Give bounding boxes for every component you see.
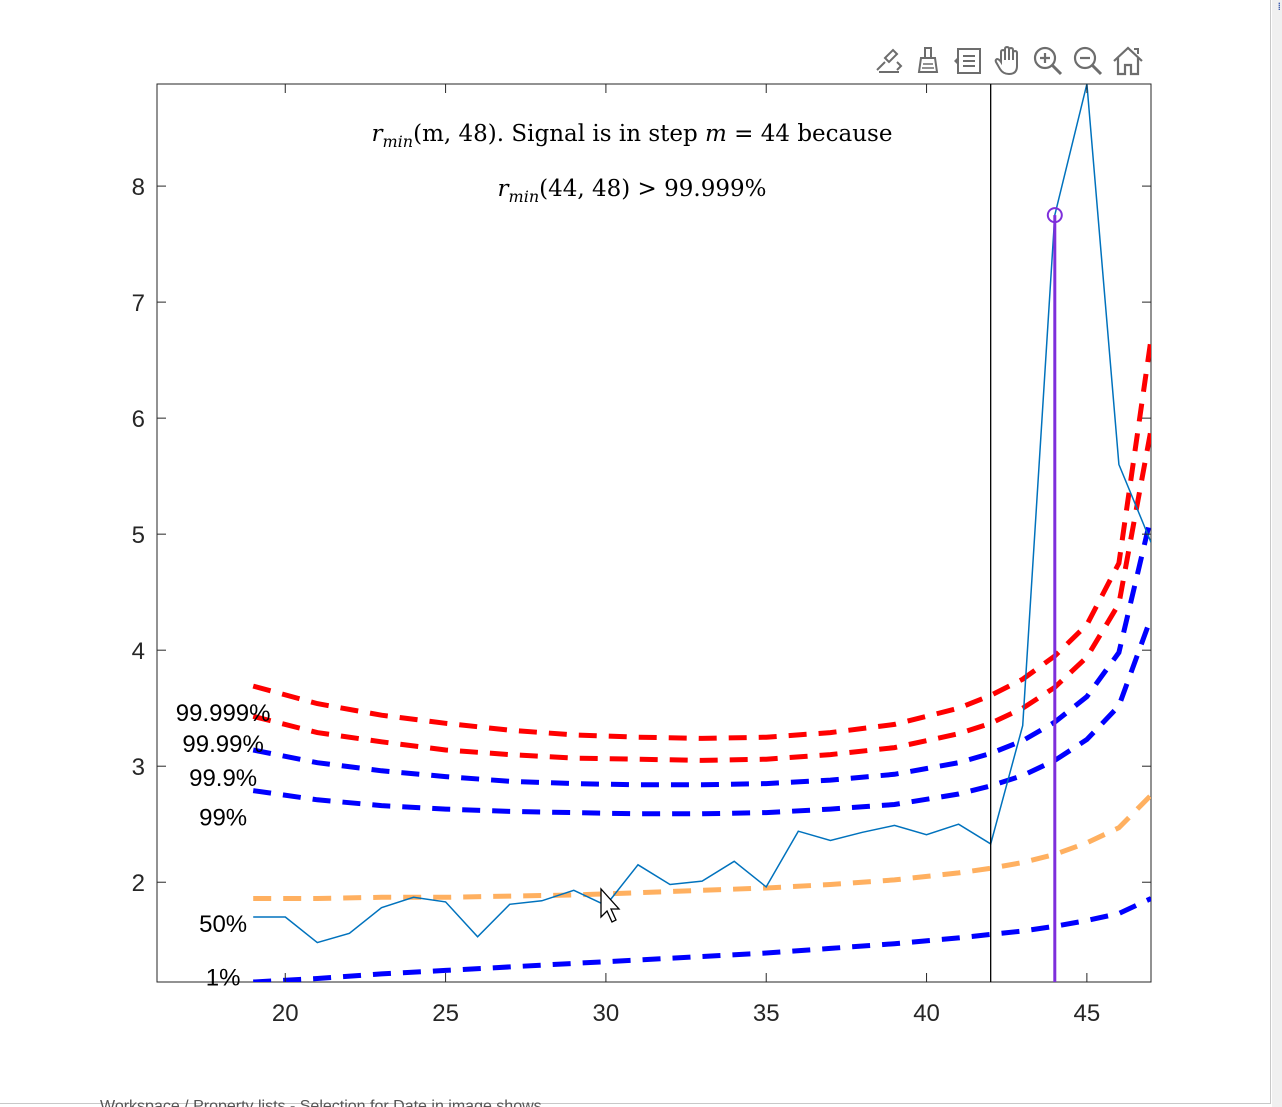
y-tick-label: 3 — [132, 754, 145, 781]
x-tick-label: 45 — [1074, 1000, 1101, 1027]
data-tips-icon — [954, 48, 981, 74]
chart-title: rmin(m, 48). Signal is in step m = 44 be… — [372, 121, 893, 206]
series-layer — [252, 84, 1151, 982]
threshold-line-5 — [253, 896, 1151, 982]
title-line-1-mid: (m, 48). Signal is in step — [413, 121, 705, 147]
y-tick-label: 6 — [132, 406, 145, 433]
threshold-label: 99.999% — [176, 700, 271, 727]
zoom-in-icon — [1033, 46, 1063, 76]
edge-glyph: ⁞ — [1277, 0, 1282, 13]
y-tick-label: 8 — [132, 174, 145, 201]
threshold-label: 99% — [199, 804, 247, 831]
y-tick-label: 7 — [132, 290, 145, 317]
x-tick-label: 25 — [432, 1000, 459, 1027]
x-tick-label: 35 — [753, 1000, 780, 1027]
title-line-1-sub: min — [383, 132, 414, 151]
pan-icon — [994, 45, 1018, 76]
signal-line — [253, 84, 1151, 944]
title-line-2-var: r — [498, 176, 511, 202]
threshold-line-4 — [253, 793, 1151, 901]
x-tick-label: 30 — [593, 1000, 620, 1027]
zoom-out-icon — [1073, 46, 1103, 76]
threshold-line-1 — [252, 429, 1151, 763]
zoom-in-button[interactable] — [1028, 42, 1068, 80]
y-tick-label: 4 — [132, 638, 145, 665]
axes-box[interactable] — [156, 83, 1152, 983]
title-line-1: rmin(m, 48). Signal is in step m = 44 be… — [372, 121, 893, 151]
home-icon — [1113, 46, 1143, 76]
edit-plot-icon — [876, 48, 903, 73]
threshold-line-2 — [252, 516, 1151, 788]
threshold-line-0 — [252, 338, 1151, 741]
threshold-labels: 99.999% 99.99% 99.9% 99% 50% 1% — [176, 700, 271, 992]
title-line-1-var: r — [372, 121, 385, 147]
threshold-label: 50% — [199, 911, 247, 938]
brush-button[interactable] — [908, 42, 948, 80]
home-button[interactable] — [1108, 42, 1148, 80]
workspace-status-text: Workspace / Property lists - Selection f… — [100, 1098, 542, 1107]
title-line-1-m: m — [705, 121, 727, 147]
y-tick-label: 2 — [132, 870, 145, 897]
title-line-2-post: (44, 48) > 99.999% — [539, 176, 766, 202]
title-line-2-sub: min — [509, 187, 540, 206]
signal-step-marker — [1046, 207, 1063, 224]
threshold-line-3 — [252, 616, 1151, 817]
x-tick-label: 20 — [272, 1000, 299, 1027]
pan-button[interactable] — [988, 42, 1028, 80]
y-tick-label: 5 — [132, 522, 145, 549]
title-line-1-post: = 44 because — [727, 121, 893, 147]
threshold-label: 99.9% — [189, 765, 257, 792]
threshold-label: 99.99% — [182, 731, 263, 758]
x-tick-label: 40 — [913, 1000, 940, 1027]
axes-toolbar — [868, 42, 1148, 80]
data-tips-button[interactable] — [948, 42, 988, 80]
title-line-2: rmin(44, 48) > 99.999% — [498, 176, 767, 206]
mouse-cursor-icon — [600, 887, 621, 923]
edit-plot-button[interactable] — [868, 42, 908, 80]
window-edge: ⁞ — [1272, 0, 1282, 1107]
threshold-label: 1% — [206, 964, 241, 991]
brush-icon — [917, 47, 939, 73]
zoom-out-button[interactable] — [1068, 42, 1108, 80]
